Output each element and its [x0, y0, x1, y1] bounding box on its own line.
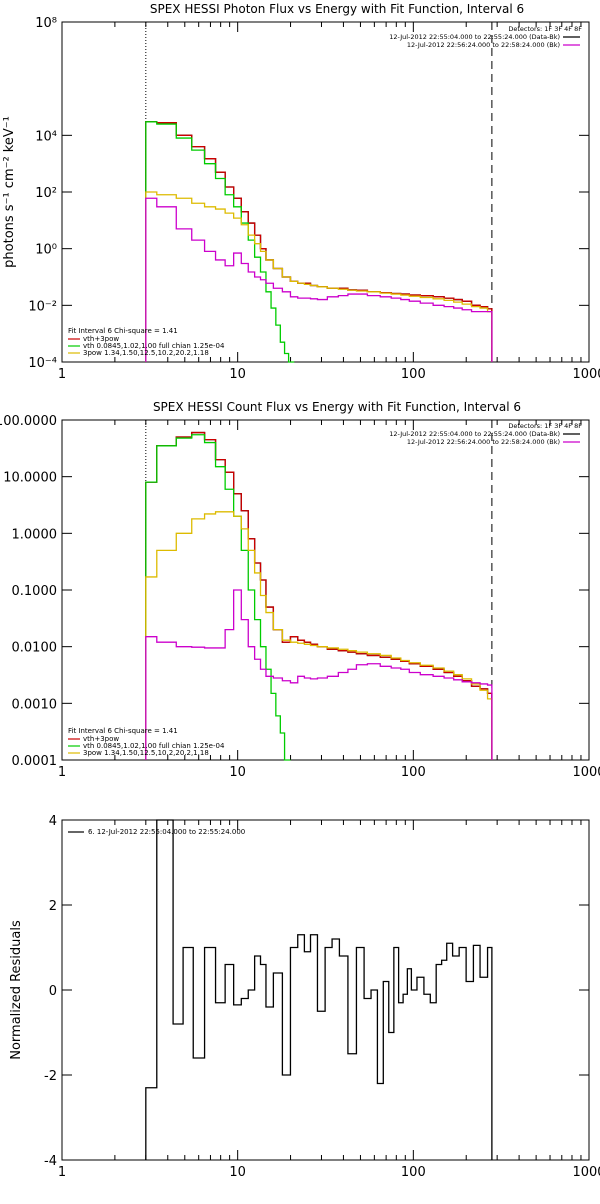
photon-flux-xtick-label-3: 1000 — [572, 367, 600, 382]
count-flux-data-interval: 12-Jul-2012 22:55:04.000 to 22:55:24.000… — [389, 430, 560, 438]
residuals-ytick-label-3: 2 — [49, 899, 57, 914]
count-flux-title: SPEX HESSI Count Flux vs Energy with Fit… — [153, 400, 521, 414]
photon-flux-xtick-label-0: 1 — [58, 367, 66, 382]
count-flux-legend: Fit Interval 6 Chi-square = 1.41 vth+3po… — [68, 727, 225, 757]
count-flux-plot-frame — [61, 419, 590, 761]
photon-flux-ytick-label-0: 10⁻⁴ — [28, 356, 57, 371]
residuals-xtick-label-0: 1 — [58, 1165, 66, 1180]
residuals-panel: Normalized Residuals 1 10 100 1000 -4 -2 0 2 4 6… — [9, 814, 600, 1180]
photon-flux-ytick-label-2: 10⁰ — [35, 243, 57, 258]
residuals-xtick-label-2: 100 — [401, 1165, 426, 1180]
count-flux-legend-1: vth+3pow — [83, 735, 119, 743]
count-flux-ytick-label-2: 0.0100 — [12, 641, 58, 656]
count-flux-series — [145, 431, 493, 761]
photon-flux-ytick-label-4: 10⁴ — [35, 129, 57, 144]
count-flux-panel: SPEX HESSI Count Flux vs Energy with Fit… — [0, 400, 600, 780]
photon-flux-series-vth-3pow — [145, 121, 493, 362]
count-flux-series-bk — [145, 589, 493, 760]
count-flux-legend-3: 3pow 1.34,1.50,12.5,10.2,20.2,1.18 — [83, 749, 209, 757]
photon-flux-annotations: Detectors: 1F 3F 4F 8F 12-Jul-2012 22:55… — [389, 25, 582, 49]
photon-flux-series-bk — [145, 197, 493, 362]
photon-flux-xtick-label-1: 10 — [229, 367, 246, 382]
count-flux-series-vth-3pow — [145, 431, 493, 760]
residuals-ytick-label-1: -2 — [44, 1069, 57, 1084]
count-flux-ytick-label-5: 10.0000 — [3, 471, 57, 486]
photon-flux-series-3pow — [145, 191, 493, 362]
count-flux-xtick-label-0: 1 — [58, 765, 66, 780]
count-flux-xtick-label-3: 1000 — [572, 765, 600, 780]
photon-flux-ytick-label-1: 10⁻² — [28, 299, 57, 314]
count-flux-xtick-label-2: 100 — [401, 765, 426, 780]
count-flux-bk-interval: 12-Jul-2012 22:56:24.000 to 22:58:24.000… — [407, 438, 560, 446]
photon-flux-title: SPEX HESSI Photon Flux vs Energy with Fi… — [150, 2, 524, 16]
photon-flux-ytick-label-3: 10² — [35, 186, 57, 201]
count-flux-range-markers — [145, 420, 493, 760]
count-flux-series-data-bk — [145, 431, 493, 760]
residuals-legend: 6. 12-Jul-2012 22:55:04.000 to 22:55:24.… — [68, 828, 245, 836]
count-flux-detectors: Detectors: 1F 3F 4F 8F — [508, 422, 582, 430]
count-flux-ytick-label-1: 0.0010 — [12, 697, 58, 712]
count-flux-legend-2: vth 0.0845,1.02,1.00 full chian 1.25e-04 — [83, 742, 225, 750]
photon-flux-series-vth — [145, 121, 295, 363]
photon-flux-bk-interval: 12-Jul-2012 22:56:24.000 to 22:58:24.000… — [407, 41, 560, 49]
photon-flux-detectors: Detectors: 1F 3F 4F 8F — [508, 25, 582, 33]
photon-flux-ylabel: photons s⁻¹ cm⁻² keV⁻¹ — [2, 116, 17, 268]
photon-flux-legend-2: vth 0.0845,1.02,1.00 full chian 1.25e-04 — [83, 342, 225, 350]
residuals-series-6-12-jul-2012-22-55-04-000-to-22-55-24-000 — [145, 819, 493, 1160]
residuals-ytick-label-4: 4 — [49, 814, 57, 829]
count-flux-series-vth — [145, 434, 291, 761]
photon-flux-ticks: 1 10 100 1000 10⁻⁴ 10⁻² 10⁰ 10² 10⁴ 10⁸ — [28, 16, 600, 382]
count-flux-ytick-label-3: 0.1000 — [12, 584, 58, 599]
photon-flux-panel: SPEX HESSI Photon Flux vs Energy with Fi… — [2, 2, 600, 382]
count-flux-ytick-label-0: 0.0001 — [12, 754, 58, 769]
photon-flux-series — [145, 121, 493, 363]
photon-flux-legend-header: Fit Interval 6 Chi-square = 1.41 — [68, 327, 178, 335]
photon-flux-plot-frame — [61, 21, 590, 363]
count-flux-ytick-label-4: 1.0000 — [12, 527, 58, 542]
photon-flux-range-markers — [145, 22, 493, 362]
photon-flux-xtick-label-2: 100 — [401, 367, 426, 382]
residuals-ytick-label-0: -4 — [44, 1154, 57, 1169]
photon-flux-legend-1: vth+3pow — [83, 335, 119, 343]
photon-flux-ytick-label-5: 10⁸ — [35, 16, 57, 31]
count-flux-annotations: Detectors: 1F 3F 4F 8F 12-Jul-2012 22:55… — [389, 422, 582, 446]
residuals-ytick-label-2: 0 — [49, 984, 57, 999]
residuals-legend-label: 6. 12-Jul-2012 22:55:04.000 to 22:55:24.… — [88, 828, 245, 836]
residuals-series — [145, 819, 493, 1160]
residuals-ylabel: Normalized Residuals — [9, 920, 24, 1060]
photon-flux-series-data-bk — [145, 121, 493, 362]
count-flux-ticks: 1 10 100 1000 0.0001 0.0010 0.0100 0.1000 1.0000… — [0, 414, 600, 780]
count-flux-legend-header: Fit Interval 6 Chi-square = 1.41 — [68, 727, 178, 735]
photon-flux-legend-3: 3pow 1.34,1.50,12.5,10.2,20.2,1.18 — [83, 349, 209, 357]
count-flux-ytick-label-6: 100.0000 — [0, 414, 57, 429]
residuals-xtick-label-1: 10 — [229, 1165, 246, 1180]
residuals-xtick-label-3: 1000 — [572, 1165, 600, 1180]
photon-flux-data-interval: 12-Jul-2012 22:55:04.000 to 22:55:24.000… — [389, 33, 560, 41]
count-flux-xtick-label-1: 10 — [229, 765, 246, 780]
photon-flux-legend: Fit Interval 6 Chi-square = 1.41 vth+3po… — [68, 327, 225, 357]
count-flux-series-3pow — [145, 511, 493, 760]
residuals-ticks: 1 10 100 1000 -4 -2 0 2 4 — [44, 814, 600, 1180]
